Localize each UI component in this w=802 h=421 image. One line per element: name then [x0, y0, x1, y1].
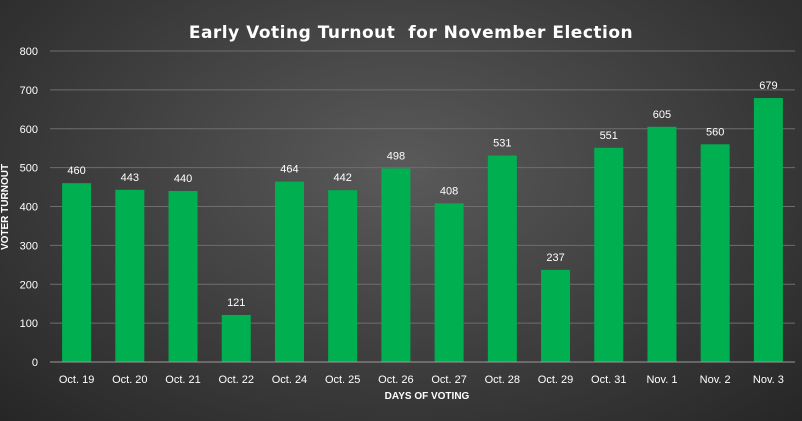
y-tick-label: 500	[20, 163, 38, 175]
x-tick-label: Nov. 1	[646, 374, 677, 386]
x-tick-label: Nov. 3	[753, 374, 784, 386]
data-label: 440	[174, 173, 192, 185]
x-tick-label: Oct. 21	[165, 374, 200, 386]
x-axis-label: DAYS OF VOTING	[385, 391, 470, 402]
x-tick-label: Oct. 29	[538, 374, 573, 386]
y-tick-label: 0	[32, 357, 38, 369]
x-tick-label: Oct. 19	[59, 374, 94, 386]
x-tick-label: Oct. 25	[325, 374, 360, 386]
bar	[328, 190, 358, 362]
bars	[62, 98, 783, 363]
y-tick-label: 200	[20, 279, 38, 291]
x-tick-label: Oct. 28	[485, 374, 520, 386]
data-label: 605	[653, 109, 671, 121]
bar	[487, 155, 517, 362]
bar	[700, 144, 730, 362]
bar	[753, 98, 783, 362]
chart-title: Early Voting Turnout for November Electi…	[189, 23, 633, 43]
x-tick-label: Oct. 24	[272, 374, 307, 386]
data-labels: 460 443 440 121 464 442 498 408 531 237 551 605 560 6…	[67, 80, 777, 309]
data-label: 560	[706, 126, 724, 138]
data-label: 408	[440, 185, 458, 197]
x-tick-label: Nov. 2	[700, 374, 731, 386]
bar	[274, 181, 304, 362]
bar	[594, 147, 624, 362]
x-tick-label: Oct. 20	[112, 374, 147, 386]
x-tick-label: Oct. 22	[219, 374, 254, 386]
bar	[541, 269, 571, 362]
bar	[647, 126, 677, 363]
y-axis-ticks: 0 100 200 300 400 500 600 700 800	[20, 46, 38, 369]
bar	[434, 203, 464, 362]
data-label: 498	[387, 150, 405, 162]
x-tick-label: Oct. 26	[378, 374, 413, 386]
data-label: 464	[280, 164, 298, 176]
data-label: 121	[227, 297, 245, 309]
y-tick-label: 100	[20, 318, 38, 330]
bar	[115, 189, 145, 362]
data-label: 551	[600, 130, 618, 142]
data-label: 442	[333, 172, 351, 184]
y-tick-label: 600	[20, 124, 38, 136]
y-tick-label: 800	[20, 46, 38, 58]
bar	[62, 183, 92, 362]
y-axis-label: VOTER TURNOUT	[0, 164, 11, 250]
data-label: 237	[546, 252, 564, 264]
data-label: 460	[67, 165, 85, 177]
bar	[168, 190, 198, 362]
bar	[381, 168, 411, 362]
bar	[221, 314, 251, 362]
y-tick-label: 400	[20, 202, 38, 214]
data-label: 679	[759, 80, 777, 92]
y-tick-label: 300	[20, 240, 38, 252]
y-tick-label: 700	[20, 85, 38, 97]
x-axis-ticks: Oct. 19 Oct. 20 Oct. 21 Oct. 22 Oct. 24 Oct. …	[59, 374, 784, 386]
x-tick-label: Oct. 27	[431, 374, 466, 386]
gridlines	[50, 50, 795, 324]
data-label: 531	[493, 138, 511, 150]
x-tick-label: Oct. 31	[591, 374, 626, 386]
data-label: 443	[121, 172, 139, 184]
